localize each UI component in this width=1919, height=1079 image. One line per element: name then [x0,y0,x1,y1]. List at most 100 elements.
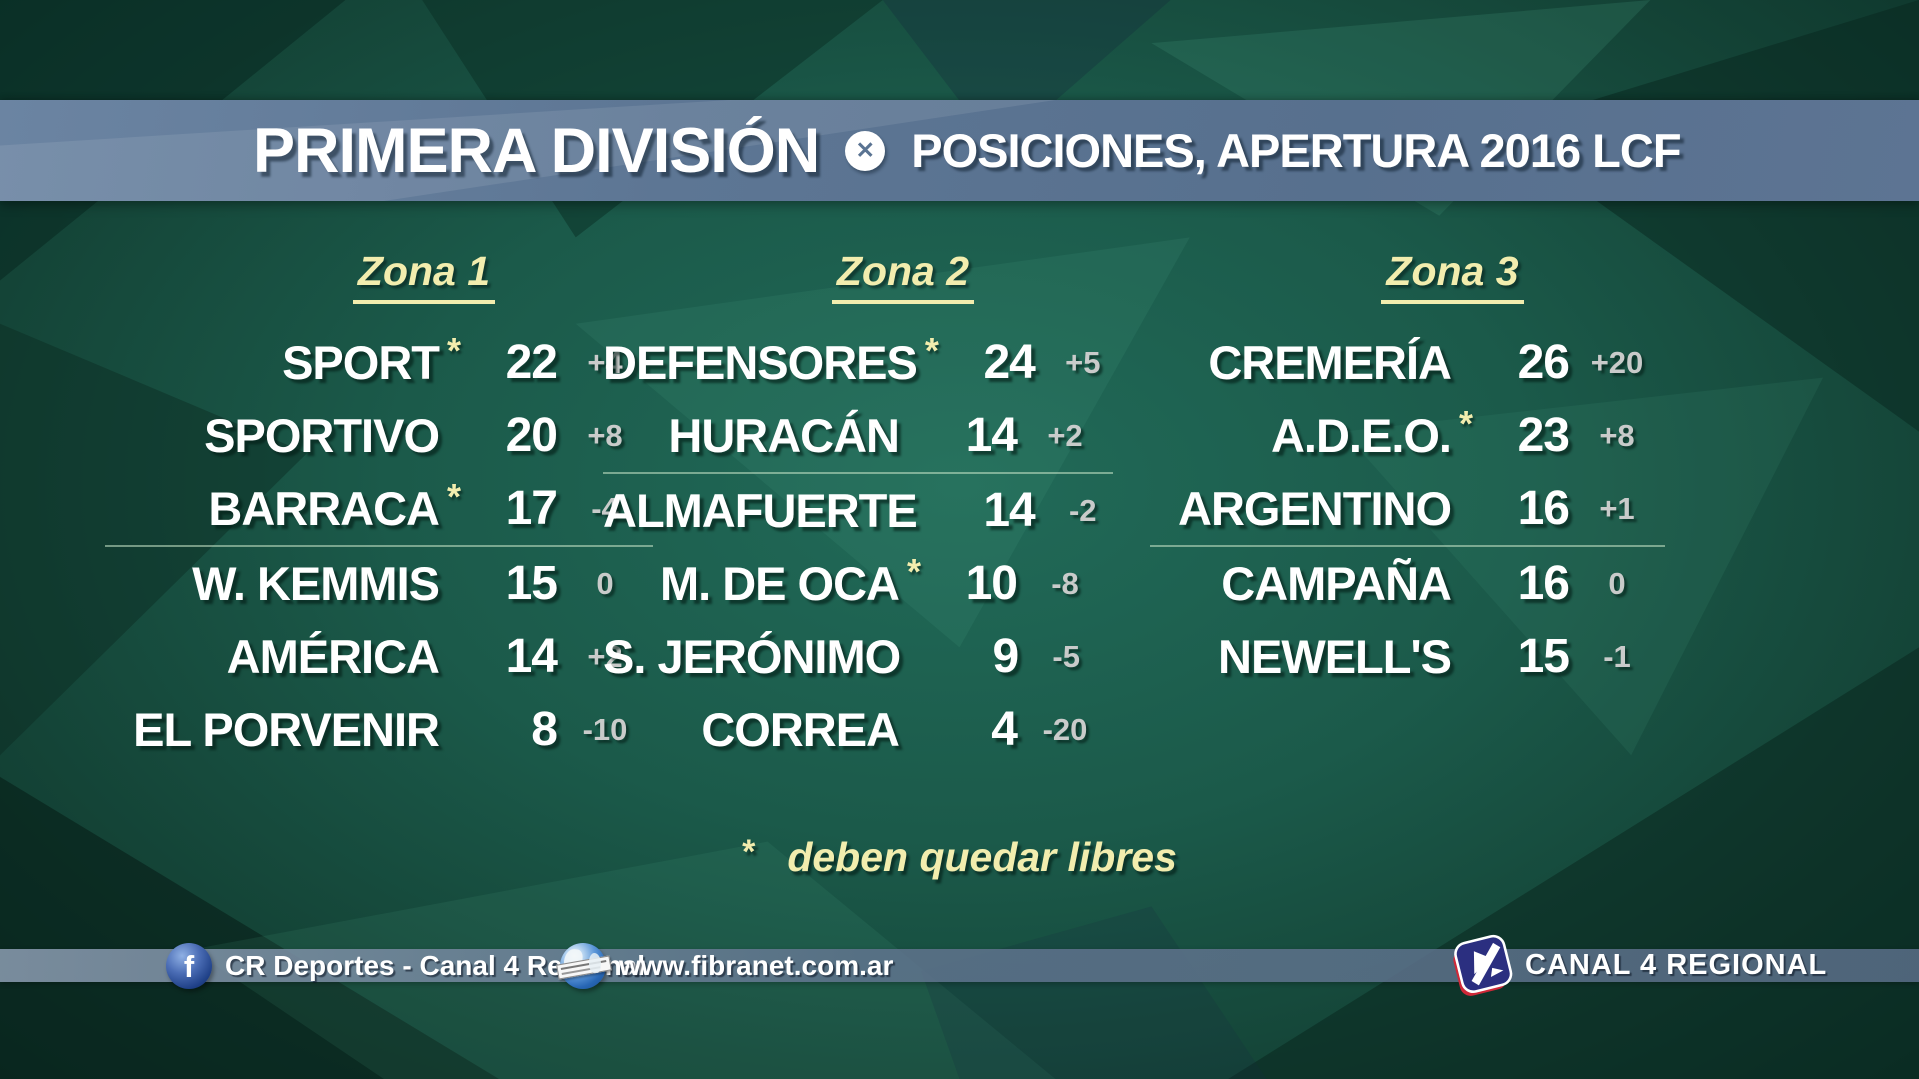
points: 24 [983,336,1035,389]
zone-column-3: Zona 3 CREMERÍA 26 +20 A.D.E.O. * 23 +8 … [1150,248,1665,693]
team-name: AMÉRICA [226,630,440,683]
table-row: W. KEMMIS 15 0 [105,547,653,620]
website-credit: www.fibranet.com.ar [556,942,894,989]
table-row: BARRACA * 17 -4 [105,472,653,545]
table-row: HURACÁN 14 +2 [603,399,1113,472]
zone-header: Zona 3 [1150,248,1665,306]
goal-diff: +2 [1047,417,1083,453]
team-name: BARRACA [208,482,440,535]
table-row: NEWELL'S 15 -1 [1150,620,1665,693]
team-name: CREMERÍA [1208,336,1452,389]
globe-banner [556,954,612,980]
team-name: DEFENSORES [603,336,918,389]
points: 15 [1517,630,1570,683]
header-band: PRIMERA DIVISIÓN POSICIONES, APERTURA 20… [0,100,1919,201]
goal-diff: 0 [1608,565,1626,601]
goal-diff: -10 [582,711,628,747]
points: 15 [505,557,558,610]
zone-title: Zona 3 [1381,248,1524,304]
standings-rows: CREMERÍA 26 +20 A.D.E.O. * 23 +8 ARGENTI… [1150,326,1665,693]
goal-diff: -1 [1603,638,1631,674]
goal-diff: +8 [587,417,623,453]
website-label: www.fibranet.com.ar [619,949,894,981]
standings-rows: SPORT * 22 +4 SPORTIVO 20 +8 BARRACA * 1… [105,326,653,766]
team-name: EL PORVENIR [133,703,440,756]
points: 14 [505,630,558,683]
team-name: NEWELL'S [1218,630,1452,683]
team-name: CAMPAÑA [1221,557,1452,610]
team-name: CORREA [701,703,900,756]
team-name: HURACÁN [668,409,900,462]
table-row: ALMAFUERTE 14 -2 [603,474,1113,547]
goal-diff: +1 [1599,490,1635,526]
zone-title: Zona 1 [352,248,496,304]
table-row: S. JERÓNIMO 9 -5 [603,620,1113,693]
zone-header: Zona 1 [105,248,653,306]
qualification-line [1150,545,1665,547]
points: 14 [965,409,1018,462]
table-row: EL PORVENIR 8 -10 [105,693,653,766]
goal-diff: -5 [1052,638,1080,674]
channel-label: CANAL 4 REGIONAL [1525,949,1828,981]
table-row: CAMPAÑA 16 0 [1150,547,1665,620]
team-name: M. DE OCA [659,557,900,610]
page-title: PRIMERA DIVISIÓN [253,115,820,186]
table-row: M. DE OCA * 10 -8 [603,547,1113,620]
team-name: W. KEMMIS [192,557,440,610]
team-name: ALMAFUERTE [603,484,918,537]
goal-diff: +2 [587,638,623,674]
footnote: * deben quedar libres [0,833,1919,881]
table-row: A.D.E.O. * 23 +8 [1150,399,1665,472]
free-week-asterisk: * [446,329,461,371]
goal-diff: -8 [1051,565,1079,601]
free-week-asterisk: * [446,475,461,517]
points: 26 [1517,336,1570,389]
team-name: ARGENTINO [1178,482,1452,535]
goal-diff: +4 [587,344,623,380]
goal-diff: +5 [1065,344,1101,380]
globe-icon [556,942,612,989]
goal-diff: -20 [1042,711,1088,747]
team-name: S. JERÓNIMO [603,630,901,683]
free-week-asterisk: * [906,550,921,592]
qualification-line [603,472,1113,474]
points: 23 [1517,409,1570,462]
team-name: SPORT [282,336,440,389]
facebook-icon [166,942,212,989]
table-row: CREMERÍA 26 +20 [1150,326,1665,399]
footnote-text: deben quedar libres [787,834,1177,880]
header-content: PRIMERA DIVISIÓN POSICIONES, APERTURA 20… [253,100,1682,201]
zone-title: Zona 2 [831,248,975,304]
points: 20 [505,409,558,462]
canal4-logo-icon [1446,929,1519,1002]
points: 14 [983,484,1035,537]
points: 16 [1517,482,1570,535]
table-row: SPORTIVO 20 +8 [105,399,653,472]
zone-column-2: Zona 2 DEFENSORES * 24 +5 HURACÁN 14 +2 … [603,248,1113,766]
free-week-asterisk: * [1458,402,1473,444]
team-name: SPORTIVO [204,409,440,462]
goal-diff: +20 [1590,344,1644,380]
zone-column-1: Zona 1 SPORT * 22 +4 SPORTIVO 20 +8 BARR… [105,248,653,766]
free-week-asterisk: * [924,329,939,371]
goal-diff: -2 [1068,492,1097,528]
table-row: ARGENTINO 16 +1 [1150,472,1665,545]
goal-diff: 0 [596,565,614,601]
points: 8 [531,703,558,756]
footnote-asterisk: * [742,833,756,871]
points: 4 [991,703,1018,756]
x-circle-icon [845,130,886,171]
points: 16 [1517,557,1570,610]
standings: Zona 1 SPORT * 22 +4 SPORTIVO 20 +8 BARR… [0,248,1919,808]
qualification-line [105,545,653,547]
goal-diff: +8 [1599,417,1635,453]
standings-rows: DEFENSORES * 24 +5 HURACÁN 14 +2 ALMAFUE… [603,326,1113,766]
footer-band: CR Deportes - Canal 4 Regional www.fibra… [0,934,1919,996]
points: 9 [992,630,1019,683]
points: 10 [965,557,1018,610]
points: 17 [505,482,558,535]
table-row: AMÉRICA 14 +2 [105,620,653,693]
goal-diff: -4 [591,490,619,526]
channel-brand: CANAL 4 REGIONAL [1452,934,1828,996]
